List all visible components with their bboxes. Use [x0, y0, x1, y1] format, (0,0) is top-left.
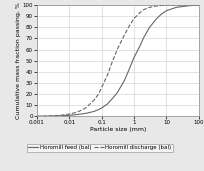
Horomill feed (bal)	[122, 80, 125, 82]
Horomill feed (bal)	[127, 69, 130, 71]
Horomill discharge (bal)	[197, 4, 199, 6]
Horomill discharge (bal)	[97, 93, 99, 95]
Horomill feed (bal)	[115, 92, 118, 94]
Horomill discharge (bal)	[115, 49, 118, 51]
Horomill feed (bal)	[51, 115, 53, 117]
Y-axis label: Cumulative mass fraction passing, %: Cumulative mass fraction passing, %	[16, 2, 21, 119]
Horomill feed (bal)	[142, 36, 144, 38]
Horomill feed (bal)	[83, 113, 85, 115]
Horomill discharge (bal)	[58, 114, 60, 116]
Horomill discharge (bal)	[68, 113, 70, 115]
Horomill discharge (bal)	[78, 110, 80, 112]
Horomill discharge (bal)	[164, 4, 167, 6]
Horomill feed (bal)	[97, 109, 99, 111]
Horomill feed (bal)	[58, 115, 60, 117]
Horomill feed (bal)	[160, 13, 162, 15]
Horomill feed (bal)	[78, 113, 80, 115]
Horomill feed (bal)	[73, 114, 76, 116]
Legend: Horomill feed (bal), Horomill discharge (bal): Horomill feed (bal), Horomill discharge …	[27, 143, 172, 152]
Horomill feed (bal)	[68, 114, 70, 116]
Horomill discharge (bal)	[83, 107, 85, 109]
Horomill discharge (bal)	[110, 63, 112, 65]
Horomill feed (bal)	[106, 103, 108, 105]
Horomill discharge (bal)	[174, 4, 177, 6]
Horomill discharge (bal)	[127, 25, 130, 27]
Line: Horomill feed (bal): Horomill feed (bal)	[37, 5, 198, 116]
Horomill discharge (bal)	[106, 74, 108, 76]
Horomill discharge (bal)	[51, 115, 53, 117]
Horomill discharge (bal)	[142, 9, 144, 11]
Line: Horomill discharge (bal): Horomill discharge (bal)	[37, 5, 198, 116]
Horomill feed (bal)	[197, 4, 199, 6]
Horomill discharge (bal)	[160, 4, 162, 6]
Horomill discharge (bal)	[73, 112, 76, 114]
Horomill feed (bal)	[147, 26, 150, 28]
Horomill feed (bal)	[93, 110, 95, 112]
Horomill feed (bal)	[132, 56, 135, 58]
Horomill feed (bal)	[110, 98, 112, 101]
Horomill discharge (bal)	[100, 86, 102, 88]
Horomill feed (bal)	[155, 17, 157, 19]
Horomill feed (bal)	[174, 6, 177, 8]
Horomill feed (bal)	[87, 112, 90, 114]
Horomill feed (bal)	[187, 5, 189, 7]
Horomill feed (bal)	[164, 10, 167, 12]
Horomill discharge (bal)	[63, 114, 65, 116]
X-axis label: Particle size (mm): Particle size (mm)	[89, 127, 145, 132]
Horomill discharge (bal)	[155, 5, 157, 7]
Horomill feed (bal)	[63, 115, 65, 117]
Horomill discharge (bal)	[147, 6, 150, 8]
Horomill discharge (bal)	[122, 34, 125, 36]
Horomill discharge (bal)	[132, 17, 135, 19]
Horomill discharge (bal)	[35, 115, 38, 117]
Horomill discharge (bal)	[187, 4, 189, 6]
Horomill feed (bal)	[138, 45, 140, 47]
Horomill discharge (bal)	[87, 104, 90, 106]
Horomill feed (bal)	[35, 115, 38, 117]
Horomill discharge (bal)	[93, 98, 95, 101]
Horomill feed (bal)	[100, 107, 102, 109]
Horomill discharge (bal)	[138, 12, 140, 14]
